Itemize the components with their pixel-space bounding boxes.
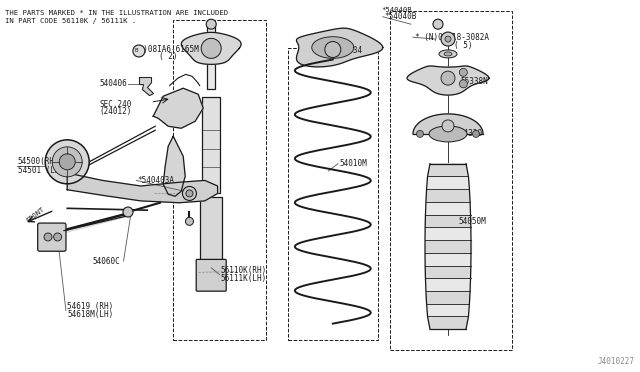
Circle shape bbox=[460, 68, 467, 76]
Text: 56110K(RH): 56110K(RH) bbox=[221, 266, 267, 275]
Polygon shape bbox=[425, 215, 471, 227]
Polygon shape bbox=[427, 176, 469, 189]
Circle shape bbox=[186, 217, 193, 225]
Text: 55338N: 55338N bbox=[461, 77, 488, 86]
Polygon shape bbox=[67, 173, 218, 203]
Circle shape bbox=[460, 80, 467, 88]
Ellipse shape bbox=[60, 154, 76, 170]
Text: *540403A: *540403A bbox=[138, 176, 175, 185]
Bar bbox=[390, 11, 512, 350]
Circle shape bbox=[186, 190, 193, 197]
Text: * (N)09918-3082A: * (N)09918-3082A bbox=[415, 33, 489, 42]
Text: SEC.240: SEC.240 bbox=[99, 100, 132, 109]
Ellipse shape bbox=[45, 140, 89, 184]
Text: ( 2): ( 2) bbox=[159, 52, 177, 61]
Text: 54050M: 54050M bbox=[458, 217, 486, 226]
Polygon shape bbox=[312, 37, 354, 58]
FancyBboxPatch shape bbox=[200, 197, 222, 260]
Circle shape bbox=[445, 36, 451, 42]
Polygon shape bbox=[296, 28, 383, 67]
Text: 54619 (RH): 54619 (RH) bbox=[67, 302, 113, 311]
Text: 54060C: 54060C bbox=[93, 257, 120, 266]
Text: 54618M(LH): 54618M(LH) bbox=[67, 310, 113, 319]
Text: 54034: 54034 bbox=[339, 46, 362, 55]
Circle shape bbox=[182, 186, 196, 201]
Polygon shape bbox=[427, 304, 469, 317]
Text: 54320: 54320 bbox=[460, 129, 483, 138]
Ellipse shape bbox=[439, 50, 457, 58]
Circle shape bbox=[54, 233, 61, 241]
Bar bbox=[173, 20, 266, 340]
Polygon shape bbox=[425, 266, 471, 278]
Text: J4010227: J4010227 bbox=[598, 357, 635, 366]
Text: 54010M: 54010M bbox=[339, 159, 367, 168]
Text: *54040B: *54040B bbox=[381, 7, 412, 13]
Polygon shape bbox=[428, 164, 468, 176]
FancyBboxPatch shape bbox=[202, 97, 220, 193]
Text: FRONT: FRONT bbox=[26, 206, 46, 224]
Polygon shape bbox=[425, 253, 471, 266]
Circle shape bbox=[472, 131, 479, 137]
Ellipse shape bbox=[52, 147, 82, 177]
Polygon shape bbox=[425, 227, 471, 240]
FancyBboxPatch shape bbox=[196, 259, 226, 291]
Text: THE PARTS MARKED * IN THE ILLUSTRATION ARE INCLUDED: THE PARTS MARKED * IN THE ILLUSTRATION A… bbox=[5, 10, 228, 16]
Circle shape bbox=[133, 45, 145, 57]
Circle shape bbox=[123, 207, 133, 217]
Circle shape bbox=[433, 19, 443, 29]
Text: ( 5): ( 5) bbox=[454, 41, 473, 50]
Text: *54040B: *54040B bbox=[384, 12, 417, 21]
FancyBboxPatch shape bbox=[207, 24, 215, 89]
Ellipse shape bbox=[444, 52, 452, 56]
Polygon shape bbox=[426, 291, 470, 304]
Circle shape bbox=[324, 42, 340, 58]
Text: IN PART CODE 56110K / 56111K .: IN PART CODE 56110K / 56111K . bbox=[5, 18, 136, 24]
Polygon shape bbox=[426, 202, 470, 215]
Text: B: B bbox=[134, 48, 138, 54]
Circle shape bbox=[44, 233, 52, 241]
Text: (B)08IA6-6165M: (B)08IA6-6165M bbox=[134, 45, 199, 54]
Text: 54501 (LH): 54501 (LH) bbox=[18, 166, 64, 174]
Polygon shape bbox=[163, 136, 185, 196]
Polygon shape bbox=[153, 88, 204, 128]
Ellipse shape bbox=[429, 126, 467, 142]
Circle shape bbox=[206, 19, 216, 29]
Polygon shape bbox=[407, 66, 489, 95]
Text: 54500(RH): 54500(RH) bbox=[18, 157, 60, 166]
Text: (24012): (24012) bbox=[99, 107, 132, 116]
Circle shape bbox=[441, 32, 455, 46]
FancyBboxPatch shape bbox=[38, 223, 66, 251]
Polygon shape bbox=[428, 317, 468, 329]
Polygon shape bbox=[413, 114, 483, 134]
Polygon shape bbox=[181, 32, 241, 64]
Text: 56111K(LH): 56111K(LH) bbox=[221, 274, 267, 283]
Circle shape bbox=[201, 38, 221, 58]
Polygon shape bbox=[426, 278, 470, 291]
Polygon shape bbox=[140, 77, 154, 96]
Bar bbox=[288, 48, 378, 340]
Polygon shape bbox=[425, 240, 471, 253]
Text: 540406: 540406 bbox=[99, 79, 127, 88]
Circle shape bbox=[441, 71, 455, 85]
Circle shape bbox=[417, 131, 424, 137]
Polygon shape bbox=[426, 189, 470, 202]
Circle shape bbox=[442, 120, 454, 132]
